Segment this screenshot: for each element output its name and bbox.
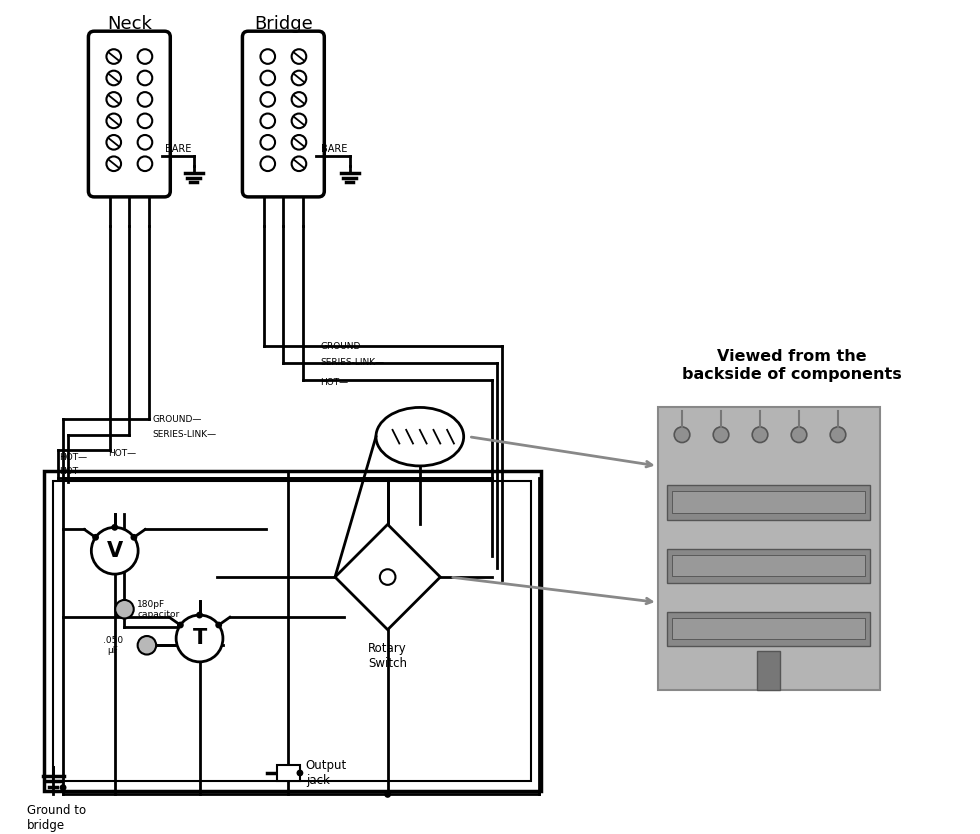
Text: SERIES-LINK—: SERIES-LINK— — [153, 430, 217, 440]
Circle shape — [137, 71, 152, 85]
Circle shape — [137, 113, 152, 128]
Circle shape — [292, 157, 307, 171]
Circle shape — [107, 113, 122, 128]
Circle shape — [261, 157, 275, 171]
Circle shape — [92, 534, 99, 540]
Text: Ground to
bridge: Ground to bridge — [27, 804, 86, 832]
Circle shape — [107, 49, 122, 64]
Text: HOT—: HOT— — [108, 449, 136, 458]
Circle shape — [292, 49, 307, 64]
Text: Viewed from the
backside of components: Viewed from the backside of components — [682, 349, 902, 382]
Circle shape — [177, 621, 184, 629]
FancyBboxPatch shape — [88, 31, 171, 197]
Circle shape — [107, 92, 122, 107]
Circle shape — [380, 570, 396, 585]
Text: HOT—: HOT— — [59, 467, 87, 475]
Circle shape — [107, 135, 122, 149]
Circle shape — [261, 71, 275, 85]
Text: Neck: Neck — [107, 15, 152, 33]
FancyBboxPatch shape — [242, 31, 324, 197]
Circle shape — [91, 527, 138, 574]
Text: 180pF
capacitor: 180pF capacitor — [137, 600, 179, 619]
Circle shape — [137, 49, 152, 64]
Circle shape — [196, 611, 203, 619]
Polygon shape — [335, 525, 440, 630]
Circle shape — [107, 157, 122, 171]
Circle shape — [261, 49, 275, 64]
Circle shape — [791, 427, 807, 443]
Bar — [667, 612, 870, 646]
Bar — [667, 485, 870, 520]
Circle shape — [261, 92, 275, 107]
Circle shape — [107, 71, 122, 85]
Circle shape — [137, 636, 156, 655]
Circle shape — [674, 427, 690, 443]
Bar — [276, 765, 300, 781]
Text: Output
jack: Output jack — [306, 759, 347, 787]
Bar — [658, 408, 880, 690]
Circle shape — [292, 135, 307, 149]
Bar — [667, 549, 870, 583]
Bar — [758, 651, 780, 690]
Text: .050
μF: .050 μF — [103, 636, 122, 655]
Text: BARE: BARE — [166, 144, 192, 154]
Text: SERIES-LINK—: SERIES-LINK— — [320, 358, 384, 367]
Ellipse shape — [376, 408, 464, 466]
Circle shape — [292, 113, 307, 128]
Text: T: T — [192, 629, 207, 649]
Circle shape — [116, 600, 133, 619]
Circle shape — [753, 427, 767, 443]
Text: V: V — [107, 540, 122, 560]
Circle shape — [297, 770, 304, 776]
Bar — [53, 480, 531, 781]
Circle shape — [112, 524, 119, 530]
Bar — [43, 471, 541, 791]
Text: GROUND—: GROUND— — [320, 342, 369, 350]
Circle shape — [216, 621, 222, 629]
Circle shape — [60, 784, 67, 791]
Circle shape — [830, 427, 846, 443]
Text: Bridge: Bridge — [254, 15, 313, 33]
Circle shape — [137, 157, 152, 171]
Circle shape — [713, 427, 729, 443]
Circle shape — [137, 92, 152, 107]
Circle shape — [384, 791, 391, 798]
Circle shape — [261, 135, 275, 149]
Circle shape — [292, 92, 307, 107]
Circle shape — [261, 113, 275, 128]
Circle shape — [292, 71, 307, 85]
Bar — [672, 555, 865, 576]
Text: BARE: BARE — [321, 144, 348, 154]
Text: GROUND—: GROUND— — [153, 414, 202, 424]
Text: Rotary
Switch: Rotary Switch — [368, 642, 407, 671]
Circle shape — [137, 135, 152, 149]
Bar — [672, 491, 865, 513]
Text: HOT—: HOT— — [59, 453, 87, 462]
Circle shape — [176, 615, 222, 662]
Text: HOT—: HOT— — [320, 378, 349, 387]
Bar — [672, 618, 865, 640]
Circle shape — [130, 534, 137, 540]
